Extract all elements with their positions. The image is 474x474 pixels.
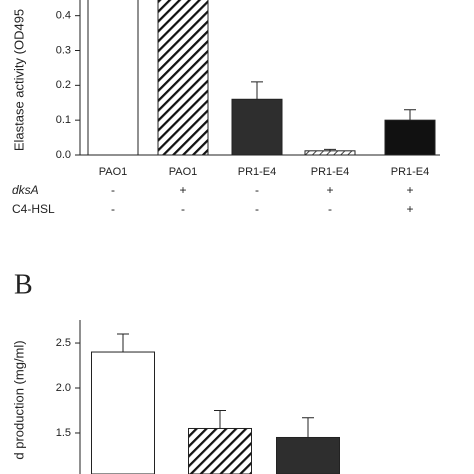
condition-mark: + bbox=[406, 202, 413, 216]
bar bbox=[304, 150, 356, 156]
y-tick-label: 0.3 bbox=[56, 44, 71, 56]
error-bar bbox=[404, 109, 416, 121]
condition-mark: - bbox=[255, 202, 259, 216]
bar bbox=[87, 0, 139, 156]
error-bar bbox=[117, 333, 129, 353]
y-tick-label: 2.0 bbox=[56, 382, 71, 394]
condition-mark: + bbox=[326, 183, 333, 197]
y-axis-label: d production (mg/ml) bbox=[11, 340, 26, 459]
y-tick-label: 0.0 bbox=[56, 149, 71, 161]
condition-mark: + bbox=[406, 183, 413, 197]
bar bbox=[384, 119, 436, 156]
panel-label: B bbox=[14, 269, 33, 300]
bar bbox=[91, 351, 155, 474]
bars bbox=[91, 333, 340, 474]
bar bbox=[188, 427, 252, 474]
y-tick-label: 1.5 bbox=[56, 427, 71, 439]
condition-mark: - bbox=[111, 183, 115, 197]
condition-mark: - bbox=[111, 202, 115, 216]
bar bbox=[231, 98, 283, 156]
y-tick-label: 2.5 bbox=[56, 337, 71, 349]
error-bar bbox=[214, 409, 226, 429]
condition-mark: - bbox=[255, 183, 259, 197]
x-tick-label: PAO1 bbox=[99, 166, 128, 178]
condition-mark: - bbox=[328, 202, 332, 216]
y-tick-label: 0.1 bbox=[56, 114, 71, 126]
bar bbox=[276, 436, 340, 474]
error-bar bbox=[302, 417, 314, 438]
x-tick-label: PR1-E4 bbox=[311, 166, 350, 178]
condition-label: dksA bbox=[12, 183, 39, 197]
bar bbox=[157, 0, 209, 156]
error-bar bbox=[251, 81, 263, 100]
x-tick-label: PR1-E4 bbox=[238, 166, 277, 178]
condition-mark: + bbox=[179, 183, 186, 197]
y-tick-label: 0.2 bbox=[56, 79, 71, 91]
x-tick-label: PAO1 bbox=[169, 166, 198, 178]
condition-label: C4-HSL bbox=[12, 202, 55, 216]
x-tick-label: PR1-E4 bbox=[391, 166, 430, 178]
y-tick-label: 0.4 bbox=[56, 10, 71, 22]
y-axis-label: Elastase activity (OD495 bbox=[11, 9, 26, 151]
bars bbox=[87, 0, 436, 156]
condition-mark: - bbox=[181, 202, 185, 216]
